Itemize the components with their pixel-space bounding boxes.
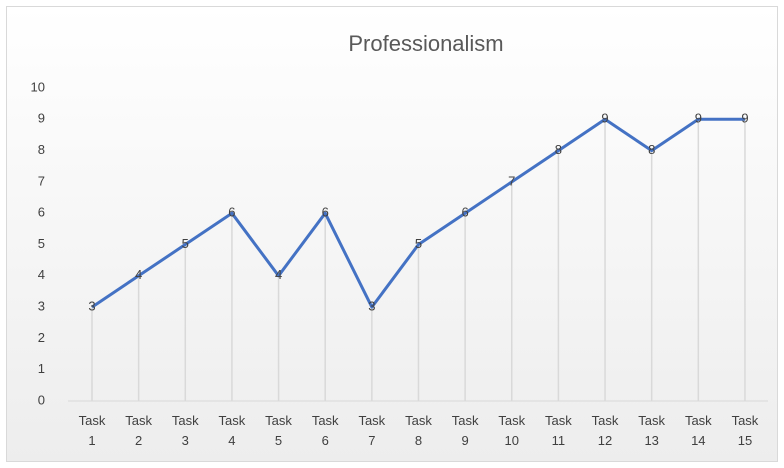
y-tick-label: 4 xyxy=(38,267,45,282)
data-label: 5 xyxy=(415,236,422,251)
data-label: 5 xyxy=(182,236,189,251)
data-label: 8 xyxy=(648,142,655,157)
y-tick-label: 6 xyxy=(38,205,45,220)
data-label: 7 xyxy=(508,173,515,188)
x-tick-label: Task 3 xyxy=(171,413,199,448)
x-tick-label: Task 11 xyxy=(545,413,572,448)
data-label: 3 xyxy=(88,299,95,314)
data-line xyxy=(91,117,745,309)
y-tick-label: 8 xyxy=(38,142,45,157)
data-label: 6 xyxy=(322,205,329,220)
x-tick-label: Task 4 xyxy=(218,413,246,448)
x-tick-label: Task 13 xyxy=(638,413,666,448)
y-tick-label: 2 xyxy=(38,330,45,345)
data-label: 6 xyxy=(462,205,469,220)
y-tick-label: 7 xyxy=(38,173,45,188)
x-tick-label: Task 10 xyxy=(498,413,526,448)
x-tick-label: Task 2 xyxy=(125,413,152,448)
x-tick-label: Task 1 xyxy=(78,413,106,448)
x-tick-label: Task 8 xyxy=(405,413,432,448)
x-tick-label: Task 7 xyxy=(358,413,386,448)
y-tick-label: 3 xyxy=(38,299,45,314)
y-tick-label: 10 xyxy=(31,79,45,94)
x-tick-label: Task 14 xyxy=(684,413,712,448)
y-tick-label: 5 xyxy=(38,236,45,251)
data-label: 3 xyxy=(368,299,375,314)
data-label: 9 xyxy=(695,111,702,126)
x-tick-label: Task 6 xyxy=(311,413,339,448)
x-tick-label: Task 15 xyxy=(731,413,759,448)
chart-title: Professionalism xyxy=(348,31,503,56)
y-tick-label: 9 xyxy=(38,111,45,126)
chart-frame xyxy=(6,6,778,462)
y-tick-label: 0 xyxy=(38,392,45,407)
data-label: 6 xyxy=(228,205,235,220)
data-label: 9 xyxy=(601,111,608,126)
data-label: 8 xyxy=(555,142,562,157)
x-tick-label: Task 12 xyxy=(591,413,619,448)
y-tick-label: 1 xyxy=(38,361,45,376)
data-label: 4 xyxy=(275,267,282,282)
x-tick-label: Task 9 xyxy=(451,413,479,448)
x-tick-label: Task 5 xyxy=(265,413,292,448)
data-label: 4 xyxy=(135,267,142,282)
data-label: 9 xyxy=(741,111,748,126)
